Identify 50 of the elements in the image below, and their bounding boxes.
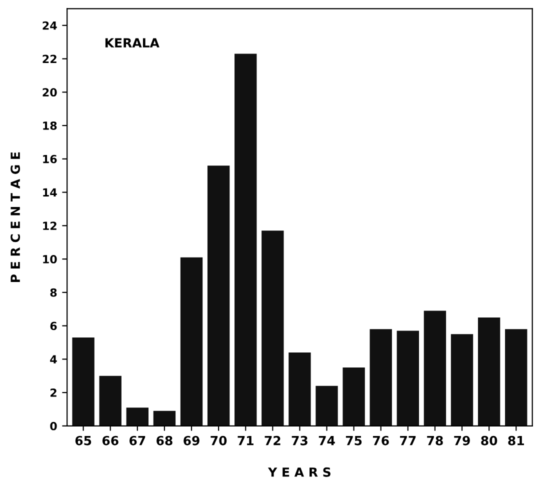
bar	[450, 334, 474, 426]
y-tick-label: 0	[50, 422, 57, 430]
y-tick-label: 18	[43, 122, 57, 130]
x-tick-label: 73	[292, 436, 308, 446]
x-tick-label: 76	[373, 436, 389, 446]
y-axis-title: P E R C E N T A G E	[10, 152, 20, 282]
x-tick-label: 72	[264, 436, 280, 446]
x-tick-label: 68	[156, 436, 172, 446]
x-tick-label: 77	[400, 436, 416, 446]
bar	[234, 54, 257, 426]
y-tick-label: 2	[50, 388, 56, 397]
bar	[396, 330, 420, 426]
y-tick-label: 12	[43, 222, 56, 230]
bar	[180, 257, 203, 426]
bar	[262, 230, 284, 426]
bar	[478, 317, 500, 426]
x-tick-label: 74	[318, 436, 335, 446]
bar	[316, 386, 338, 426]
bar	[126, 408, 149, 426]
bar	[288, 352, 311, 426]
x-tick-label: 67	[129, 436, 146, 446]
x-tick-label: 78	[427, 436, 443, 446]
x-tick-label: 66	[102, 436, 118, 446]
y-tick-label: 10	[43, 255, 57, 264]
y-tick-label: 22	[42, 54, 56, 63]
x-tick-label: 80	[481, 436, 498, 446]
y-tick-label: 8	[50, 288, 57, 297]
y-tick-label: 24	[42, 21, 57, 30]
y-tick-label: 4	[50, 355, 57, 364]
bar	[153, 410, 176, 426]
bar	[370, 329, 392, 426]
x-tick-label: 65	[75, 436, 92, 446]
bar	[342, 368, 365, 426]
x-tick-label: 75	[346, 436, 362, 446]
x-tick-label: 79	[454, 436, 470, 446]
x-tick-label: 70	[210, 436, 227, 446]
y-tick-label: 16	[43, 154, 57, 164]
bar	[72, 337, 94, 426]
bar	[505, 329, 528, 426]
bar	[424, 310, 446, 426]
bar	[207, 166, 230, 426]
x-tick-label: 69	[184, 436, 200, 446]
y-tick-label: 20	[42, 88, 57, 97]
x-axis-title: Y E A R S	[268, 467, 330, 477]
x-tick-label: 71	[238, 436, 254, 446]
x-tick-label: 81	[508, 436, 524, 446]
bar	[99, 376, 122, 426]
y-tick-label: 6	[50, 322, 57, 330]
y-tick-label: 14	[43, 188, 57, 197]
annotation: KERALA	[105, 38, 160, 48]
